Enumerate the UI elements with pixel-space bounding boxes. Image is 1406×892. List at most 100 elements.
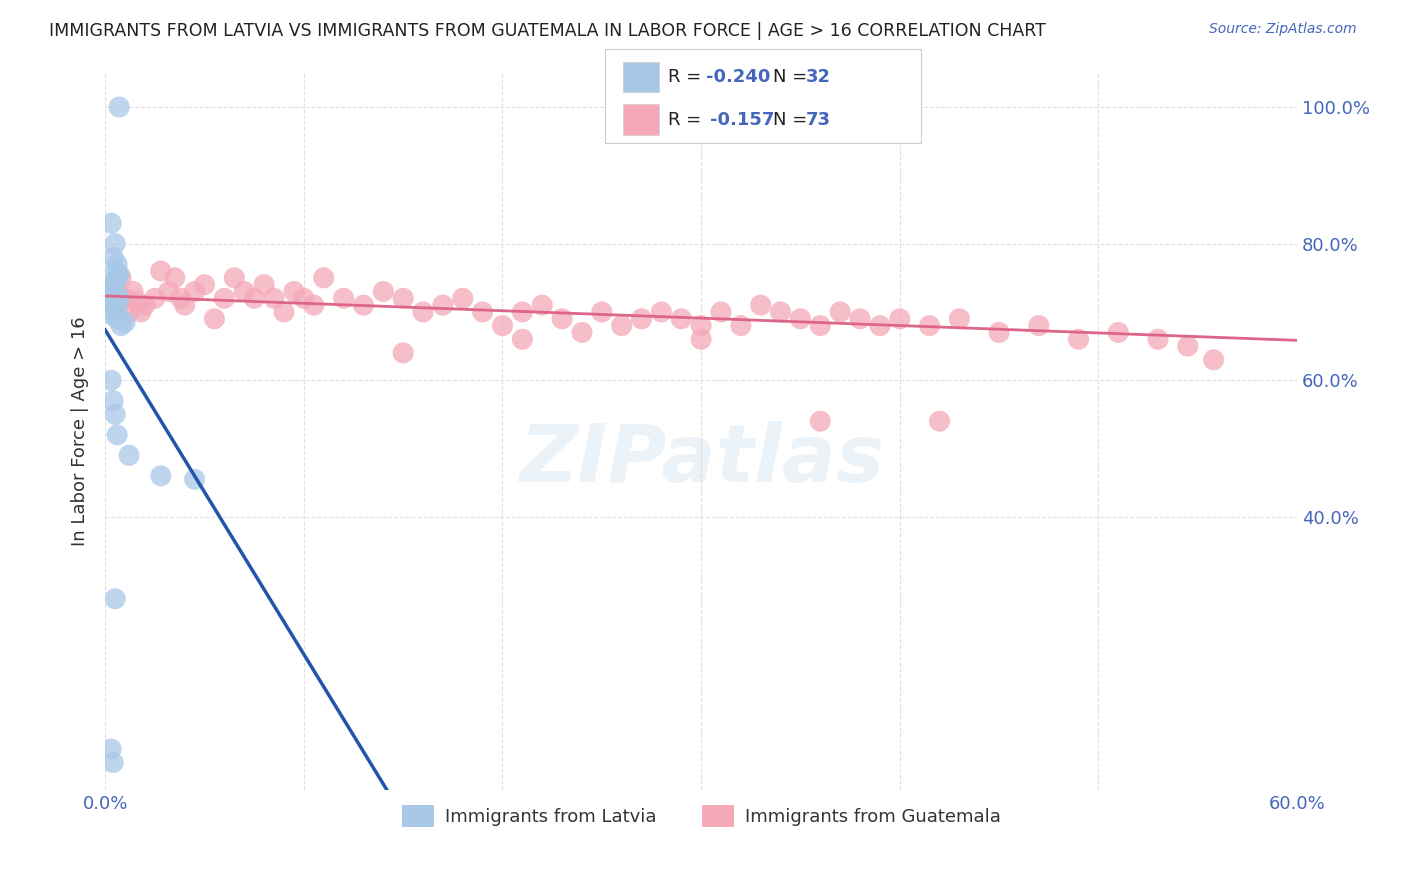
Point — [100, 281, 122, 295]
Point — [108, 291, 131, 305]
Point — [650, 305, 672, 319]
Point — [869, 318, 891, 333]
Point — [100, 298, 122, 312]
Point — [830, 305, 852, 319]
Point — [292, 291, 315, 305]
Point — [204, 311, 226, 326]
Point — [373, 285, 395, 299]
Point — [149, 468, 172, 483]
Point — [233, 285, 256, 299]
Point — [512, 305, 534, 319]
Point — [114, 315, 136, 329]
Point — [118, 448, 141, 462]
Point — [105, 288, 128, 302]
Point — [591, 305, 613, 319]
Point — [101, 309, 124, 323]
Text: N =: N = — [773, 69, 813, 87]
Point — [173, 298, 195, 312]
Point — [1177, 339, 1199, 353]
Point — [789, 311, 811, 326]
Point — [551, 311, 574, 326]
Point — [114, 291, 136, 305]
Text: IMMIGRANTS FROM LATVIA VS IMMIGRANTS FROM GUATEMALA IN LABOR FORCE | AGE > 16 CO: IMMIGRANTS FROM LATVIA VS IMMIGRANTS FRO… — [49, 22, 1046, 40]
Point — [104, 236, 127, 251]
Legend: Immigrants from Latvia, Immigrants from Guatemala: Immigrants from Latvia, Immigrants from … — [394, 798, 1008, 835]
Point — [100, 742, 122, 756]
Point — [690, 332, 713, 346]
Point — [104, 591, 127, 606]
Point — [302, 298, 325, 312]
Point — [149, 264, 172, 278]
Point — [183, 285, 205, 299]
Point — [105, 285, 128, 299]
Point — [104, 264, 127, 278]
Point — [352, 298, 374, 312]
Point — [948, 311, 970, 326]
Point — [531, 298, 554, 312]
Point — [110, 270, 132, 285]
Point — [157, 285, 180, 299]
Point — [1147, 332, 1170, 346]
Point — [988, 326, 1011, 340]
Point — [105, 428, 128, 442]
Point — [432, 298, 454, 312]
Text: Source: ZipAtlas.com: Source: ZipAtlas.com — [1209, 22, 1357, 37]
Point — [143, 291, 166, 305]
Point — [630, 311, 652, 326]
Point — [769, 305, 792, 319]
Point — [105, 301, 128, 316]
Text: -0.240: -0.240 — [706, 69, 770, 87]
Point — [571, 326, 593, 340]
Point — [129, 305, 152, 319]
Point — [104, 274, 127, 288]
Point — [1107, 326, 1129, 340]
Text: 32: 32 — [806, 69, 831, 87]
Point — [253, 277, 276, 292]
Point — [749, 298, 772, 312]
Point — [100, 216, 122, 230]
Point — [163, 270, 186, 285]
Point — [104, 408, 127, 422]
Point — [918, 318, 941, 333]
Point — [108, 268, 131, 282]
Y-axis label: In Labor Force | Age > 16: In Labor Force | Age > 16 — [72, 317, 89, 546]
Point — [690, 318, 713, 333]
Point — [512, 332, 534, 346]
Point — [710, 305, 733, 319]
Point — [104, 305, 127, 319]
Point — [808, 318, 831, 333]
Point — [101, 277, 124, 292]
Text: ZIPatlas: ZIPatlas — [519, 421, 883, 500]
Point — [105, 270, 128, 285]
Point — [1385, 195, 1406, 210]
Point — [610, 318, 633, 333]
Point — [193, 277, 215, 292]
Point — [125, 294, 148, 309]
Point — [730, 318, 752, 333]
Point — [108, 100, 131, 114]
Point — [392, 346, 415, 360]
Point — [491, 318, 513, 333]
Point — [471, 305, 494, 319]
Point — [104, 291, 127, 305]
Point — [101, 277, 124, 292]
Point — [671, 311, 693, 326]
Text: R =: R = — [668, 69, 707, 87]
Point — [101, 250, 124, 264]
Point — [928, 414, 950, 428]
Point — [243, 291, 266, 305]
Point — [312, 270, 335, 285]
Point — [101, 756, 124, 770]
Point — [122, 285, 145, 299]
Point — [412, 305, 434, 319]
Point — [273, 305, 295, 319]
Point — [134, 298, 156, 312]
Point — [170, 291, 193, 305]
Point — [849, 311, 872, 326]
Point — [332, 291, 354, 305]
Text: N =: N = — [773, 111, 813, 128]
Point — [118, 305, 141, 319]
Point — [110, 318, 132, 333]
Text: 73: 73 — [806, 111, 831, 128]
Point — [263, 291, 285, 305]
